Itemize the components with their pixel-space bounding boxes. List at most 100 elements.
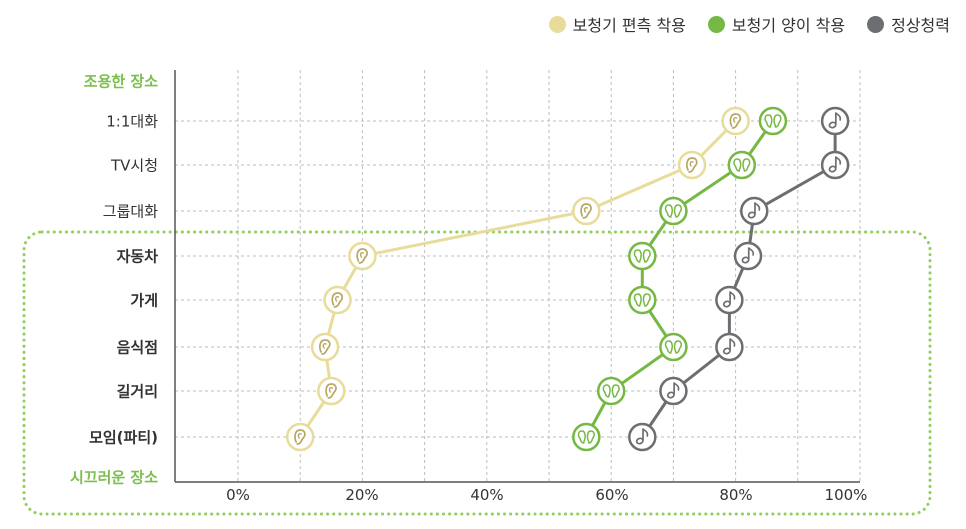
- data-point-marker: [659, 332, 688, 362]
- data-point: [348, 241, 377, 271]
- category-label: 가게: [130, 291, 158, 310]
- ear-icon: [331, 292, 344, 308]
- legend-item-unilateral: 보청기 편측 착용: [548, 12, 686, 36]
- note-flag: [729, 291, 736, 300]
- ear-icon: [664, 204, 673, 218]
- ear-icon: [664, 340, 673, 354]
- ear-icon: [580, 203, 592, 219]
- ear-icon: [586, 430, 595, 444]
- x-tick-label: 80%: [719, 486, 753, 504]
- data-point-marker: [323, 285, 352, 315]
- data-point: [740, 196, 769, 226]
- legend-label-bilateral: 보청기 양이 착용: [731, 16, 846, 35]
- ear-icon: [577, 430, 586, 444]
- group-label-quiet: 조용한 장소: [83, 72, 158, 91]
- data-point: [596, 376, 626, 406]
- category-label: 1:1대화: [106, 112, 158, 131]
- data-point-marker: [758, 106, 788, 136]
- data-point: [285, 422, 315, 452]
- ear-icon-inner: [359, 252, 365, 258]
- data-point: [820, 150, 850, 180]
- ear-icon: [729, 113, 742, 129]
- ear-icon: [764, 114, 773, 128]
- data-point: [628, 285, 657, 315]
- ear-icon: [611, 384, 620, 398]
- data-point: [758, 106, 788, 136]
- data-point-marker: [348, 241, 377, 271]
- data-point: [323, 285, 352, 315]
- ear-icon: [294, 429, 306, 445]
- data-point-marker: [727, 150, 757, 180]
- note-flag: [729, 338, 736, 347]
- ear-icon: [633, 293, 642, 307]
- legend-label-unilateral: 보청기 편측 착용: [572, 16, 686, 35]
- group-label-noisy: 시끄러운 장소: [69, 468, 158, 487]
- data-point: [727, 150, 757, 180]
- ear-icon-inner: [583, 207, 589, 213]
- noisy-region-highlight: [22, 230, 932, 516]
- data-point: [572, 196, 601, 226]
- data-point-marker: [310, 332, 340, 362]
- x-tick-label: 40%: [470, 486, 504, 504]
- category-label: TV시청: [110, 156, 158, 175]
- ear-icon: [602, 384, 611, 398]
- x-tick-label: 100%: [824, 486, 868, 504]
- legend-item-normal: 정상청력: [867, 12, 950, 36]
- note-flag: [754, 202, 761, 211]
- ear-icon-inner: [733, 117, 738, 123]
- data-point-marker: [285, 422, 315, 452]
- category-label: 음식점: [116, 338, 158, 357]
- data-point: [677, 150, 707, 180]
- category-label: 모임(파티): [89, 428, 158, 447]
- data-point: [715, 332, 744, 362]
- legend-swatch-normal: [867, 15, 885, 33]
- x-tick-label: 20%: [345, 486, 379, 504]
- legend-item-bilateral: 보청기 양이 착용: [707, 12, 846, 36]
- data-point-marker: [628, 241, 657, 271]
- ear-icon: [686, 157, 698, 173]
- data-point: [659, 376, 688, 406]
- ear-icon-inner: [335, 296, 340, 302]
- ear-icon-inner: [297, 433, 302, 439]
- ear-icon: [356, 248, 368, 264]
- data-point-marker: [317, 376, 346, 406]
- ear-icon: [673, 204, 682, 218]
- data-point: [572, 422, 601, 452]
- data-point: [721, 106, 750, 136]
- data-point-marker: [628, 285, 657, 315]
- data-point: [628, 241, 657, 271]
- ear-icon: [773, 114, 782, 128]
- legend: 보청기 편측 착용 보청기 양이 착용 정상청력: [548, 12, 950, 36]
- data-point-marker: [659, 196, 688, 226]
- ear-icon: [325, 383, 337, 399]
- ear-icon: [642, 293, 651, 307]
- data-point: [628, 422, 657, 452]
- note-flag: [673, 382, 680, 391]
- data-point-marker: [572, 422, 601, 452]
- legend-swatch-unilateral: [548, 15, 566, 33]
- data-point-marker: [572, 196, 601, 226]
- data-point-marker: [677, 150, 707, 180]
- data-point: [659, 196, 688, 226]
- note-flag: [835, 156, 842, 165]
- x-tick-label: 0%: [226, 486, 250, 504]
- data-point: [715, 285, 744, 315]
- ear-icon-inner: [689, 161, 694, 167]
- data-point-marker: [596, 376, 626, 406]
- data-point-marker: [721, 106, 750, 136]
- ear-icon: [673, 340, 682, 354]
- note-flag: [642, 428, 649, 437]
- ear-icon: [642, 249, 651, 263]
- ear-icon: [319, 339, 331, 355]
- data-point: [317, 376, 346, 406]
- ear-icon-inner: [328, 387, 333, 393]
- data-point: [820, 106, 850, 136]
- data-point: [733, 241, 763, 271]
- ear-icon: [742, 158, 751, 172]
- note-flag: [747, 247, 755, 256]
- ear-icon-inner: [322, 343, 327, 349]
- data-point: [659, 332, 688, 362]
- legend-swatch-bilateral: [707, 15, 725, 33]
- category-label: 길거리: [116, 382, 158, 401]
